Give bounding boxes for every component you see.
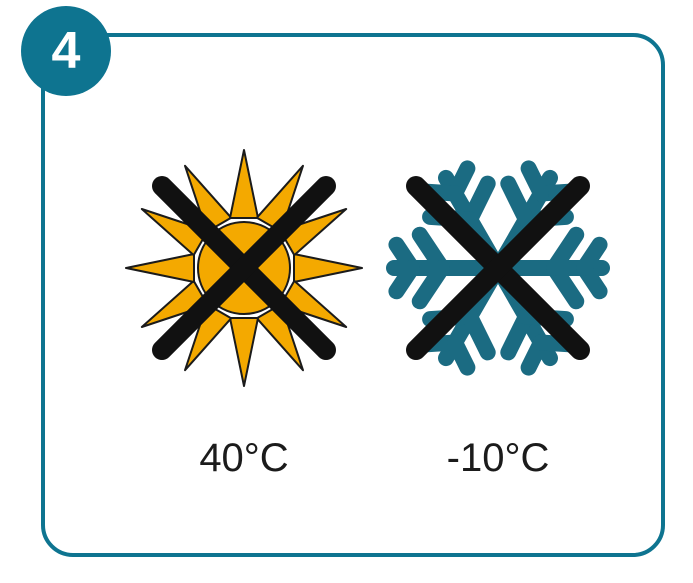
snowflake-icon [378,148,618,388]
step-number-text: 4 [52,25,81,77]
hot-temperature-label: 40°C [164,436,324,481]
infographic-panel-4: 4 40°C -10°C [0,0,693,583]
cold-temperature-label: -10°C [418,436,578,481]
sun-icon [114,138,374,398]
step-number-badge: 4 [21,6,111,96]
